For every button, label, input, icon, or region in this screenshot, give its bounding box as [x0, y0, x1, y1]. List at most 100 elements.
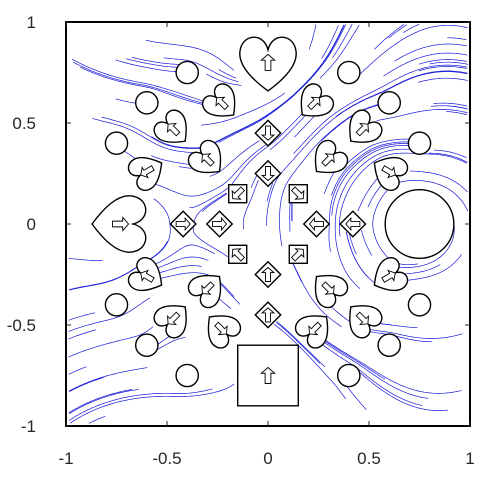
streamline — [151, 24, 345, 149]
heart-obstacle — [127, 256, 163, 292]
heart-obstacle — [314, 274, 349, 309]
streamline — [250, 174, 258, 188]
streamline — [331, 145, 410, 216]
direction-arrow — [231, 248, 246, 262]
direction-arrow — [355, 311, 370, 326]
large-heart-obstacle — [91, 195, 147, 253]
streamline — [69, 388, 213, 421]
streamline — [69, 388, 139, 414]
streamline — [269, 113, 308, 151]
streamline — [447, 37, 467, 41]
streamline — [361, 230, 373, 256]
streamline — [334, 148, 413, 289]
streamline — [266, 182, 274, 202]
x-tick-label: -1 — [58, 449, 73, 468]
diamond-obstacle — [254, 260, 282, 289]
streamline — [131, 56, 182, 65]
circle-obstacle — [175, 363, 200, 388]
streamline — [217, 281, 241, 305]
direction-arrow — [260, 125, 276, 141]
streamline — [68, 389, 133, 413]
streamline — [276, 322, 321, 364]
streamline — [374, 322, 418, 329]
streamline — [158, 265, 202, 274]
streamline — [319, 24, 360, 79]
streamline — [68, 326, 154, 358]
streamline — [115, 98, 137, 104]
streamline — [159, 272, 235, 297]
streamline — [289, 200, 291, 232]
circle-obstacle — [104, 131, 129, 156]
large-heart-obstacle — [239, 36, 297, 92]
streamline — [163, 57, 239, 83]
heart-obstacle — [201, 83, 236, 117]
direction-arrow — [166, 311, 181, 326]
streamline — [92, 118, 196, 154]
direction-arrow — [260, 307, 276, 323]
streamline — [349, 234, 357, 255]
direction-arrow — [140, 269, 155, 283]
direction-arrow — [308, 321, 322, 336]
streamline — [417, 77, 468, 83]
heart-obstacle — [294, 315, 329, 349]
streamline — [69, 383, 235, 424]
streamline — [335, 70, 468, 117]
direction-arrow — [260, 166, 276, 182]
direction-arrow — [321, 153, 335, 167]
direction-arrow — [212, 216, 228, 232]
streamline — [323, 168, 337, 194]
streamline — [68, 312, 96, 321]
heart-obstacle — [314, 139, 349, 174]
streamline — [293, 64, 468, 154]
direction-arrow — [201, 281, 215, 295]
large-circle-obstacle — [384, 188, 455, 260]
streamline — [202, 193, 228, 212]
streamline — [367, 182, 384, 208]
y-tick-label: -0.5 — [7, 316, 36, 335]
streamline — [429, 61, 469, 65]
streamline — [376, 109, 468, 121]
streamline — [68, 240, 168, 291]
x-tick-label: 0 — [263, 449, 272, 468]
direction-arrow — [201, 153, 215, 167]
streamline — [68, 297, 151, 332]
streamline — [401, 254, 462, 282]
obstacles — [91, 36, 455, 407]
streamline — [308, 24, 317, 50]
diamond-obstacle — [288, 244, 308, 265]
streamline — [366, 330, 432, 343]
circle-obstacle — [104, 292, 129, 317]
heart-obstacle — [373, 156, 409, 192]
streamline — [68, 258, 103, 261]
direction-arrow — [175, 216, 191, 232]
streamline — [126, 58, 179, 68]
streamline — [320, 104, 380, 142]
streamline — [331, 141, 410, 196]
y-tick-label: 0.5 — [12, 114, 36, 133]
heart-obstacle — [187, 139, 222, 174]
streamline — [145, 39, 235, 71]
circle-obstacle — [134, 333, 159, 358]
streamline — [88, 415, 106, 424]
heart-obstacle — [187, 274, 222, 309]
streamline — [266, 71, 468, 227]
streamline — [242, 180, 259, 230]
y-tick-label: 1 — [27, 13, 36, 32]
streamline — [394, 43, 467, 62]
streamline — [369, 329, 463, 339]
streamline — [155, 256, 209, 269]
streamline — [322, 339, 386, 380]
streamline — [433, 149, 467, 159]
heart-obstacle — [153, 305, 187, 339]
streamline — [357, 24, 468, 77]
heart-obstacle — [373, 256, 409, 292]
axes: -1 -0.5 0 0.5 1 -1 -0.5 0 0.5 1 — [7, 13, 475, 468]
heart-obstacle — [300, 83, 335, 117]
streamline — [206, 73, 242, 86]
direction-arrow — [166, 122, 181, 137]
streamline — [80, 66, 211, 107]
streamline — [332, 24, 353, 58]
heart-obstacle — [349, 109, 383, 143]
streamline — [383, 52, 468, 77]
